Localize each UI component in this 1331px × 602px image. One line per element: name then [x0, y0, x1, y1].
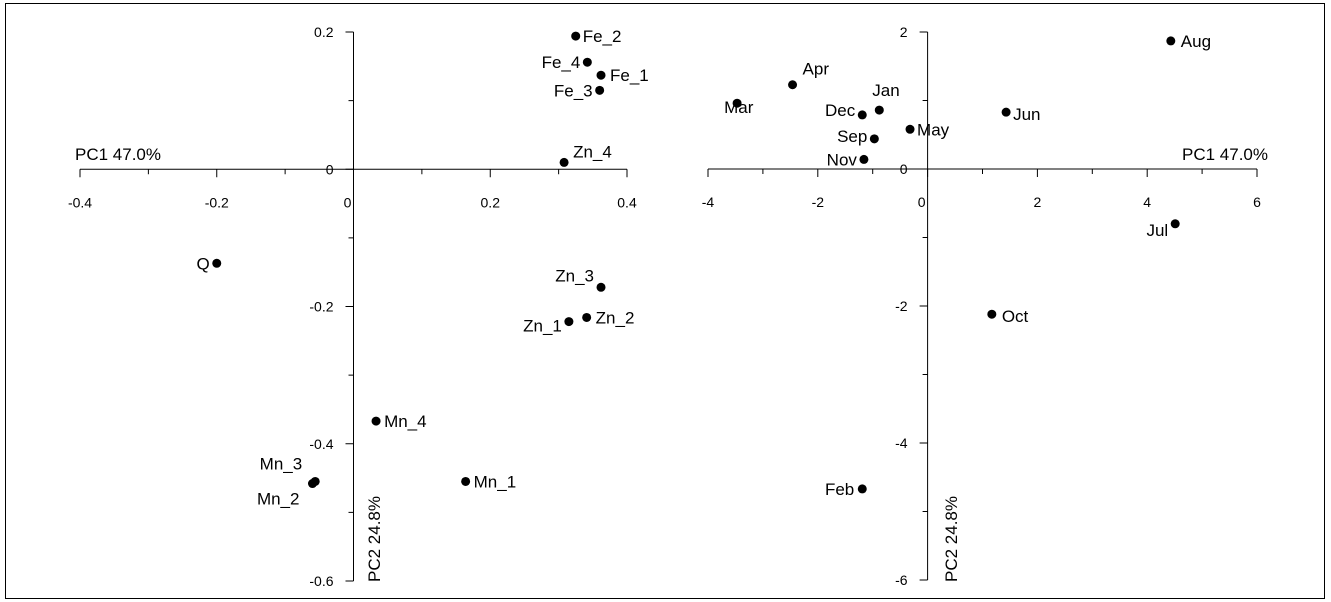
data-point [596, 70, 606, 80]
data-point [582, 57, 592, 67]
x-tick-label: -4 [702, 194, 715, 210]
data-point-label: Mn_4 [384, 412, 427, 431]
data-point-label: Jul [1146, 221, 1168, 240]
data-point [571, 31, 581, 41]
data-point-label: May [917, 120, 950, 139]
data-point-label: Zn_1 [523, 317, 562, 336]
x-tick-label: -0.2 [205, 194, 229, 210]
data-point [595, 85, 605, 95]
data-point-label: Dec [825, 101, 856, 120]
y-tick-label: -2 [895, 298, 908, 314]
data-point [857, 110, 867, 120]
x-tick-label: 0.4 [617, 194, 637, 210]
data-point-label: Zn_3 [555, 266, 594, 285]
x-axis-label: PC1 47.0% [1182, 145, 1268, 164]
data-point [874, 105, 884, 115]
data-point-label: Mn_1 [474, 472, 517, 491]
data-point [905, 124, 915, 134]
data-point-label: Jun [1013, 105, 1040, 124]
data-point [596, 282, 606, 292]
data-point-label: Mn_3 [260, 454, 303, 473]
x-tick-label: -0.4 [68, 194, 92, 210]
x-tick-label: 4 [1143, 194, 1151, 210]
data-point-label: Aug [1181, 32, 1211, 51]
y-tick-label: 2 [900, 24, 908, 40]
data-point [859, 154, 869, 164]
figure-frame [5, 3, 1325, 599]
x-tick-label: 6 [1253, 194, 1261, 210]
data-point-label: Q [197, 254, 210, 273]
data-point [869, 134, 879, 144]
data-point-label: Sep [837, 127, 867, 146]
data-point [461, 476, 471, 486]
x-tick-label: 0 [918, 194, 926, 210]
data-point [371, 416, 381, 426]
y-axis-label: PC2 24.8% [365, 496, 384, 582]
data-point-label: Zn_2 [596, 308, 635, 327]
data-point [564, 317, 574, 327]
data-point-label: Apr [803, 60, 830, 79]
data-point [857, 484, 867, 494]
data-point-label: Oct [1002, 307, 1029, 326]
data-point-label: Mar [724, 98, 754, 117]
data-point [732, 98, 742, 108]
data-point [1170, 219, 1180, 229]
data-point [987, 309, 997, 319]
data-point-label: Nov [827, 150, 858, 169]
y-tick-label: -4 [895, 435, 908, 451]
data-point-label: Fe_2 [583, 27, 622, 46]
y-tick-label: 0 [326, 161, 334, 177]
data-point [1001, 107, 1011, 117]
data-point-label: Mn_2 [257, 490, 300, 509]
x-tick-label: -2 [812, 194, 825, 210]
y-tick-label: -6 [895, 572, 908, 588]
data-point-label: Fe_1 [610, 66, 649, 85]
y-tick-label: -0.2 [309, 299, 333, 315]
data-point [788, 80, 798, 90]
data-point [307, 479, 317, 489]
scores-panel: -4 -2 0 2 4 6 2 0 -2 -4 -6 PC1 47.0% PC2 24.8% Aug Apr… [702, 24, 1268, 588]
y-tick-label: 0.2 [314, 24, 334, 40]
data-point-label: Jan [872, 81, 899, 100]
y-axis-label: PC2 24.8% [942, 496, 961, 582]
y-tick-label: -0.4 [309, 436, 333, 452]
data-point-label: Fe_4 [542, 53, 581, 72]
x-tick-label: 0 [344, 194, 352, 210]
data-point [212, 258, 222, 268]
y-tick-label: 0 [900, 161, 908, 177]
data-point [559, 157, 569, 167]
x-axis-label: PC1 47.0% [75, 145, 161, 164]
data-point-label: Fe_3 [554, 81, 593, 100]
data-point-label: Feb [825, 480, 854, 499]
loadings-panel: -0.4 -0.2 0 0.2 0.4 0.2 0 -0.2 -0.4 -0.6 PC1 47.0%… [68, 24, 649, 589]
data-point-label: Zn_4 [573, 142, 612, 161]
x-tick-label: 2 [1034, 194, 1042, 210]
y-tick-label: -0.6 [309, 573, 333, 589]
data-point [1166, 36, 1176, 46]
data-point [582, 312, 592, 322]
x-tick-label: 0.2 [481, 194, 501, 210]
